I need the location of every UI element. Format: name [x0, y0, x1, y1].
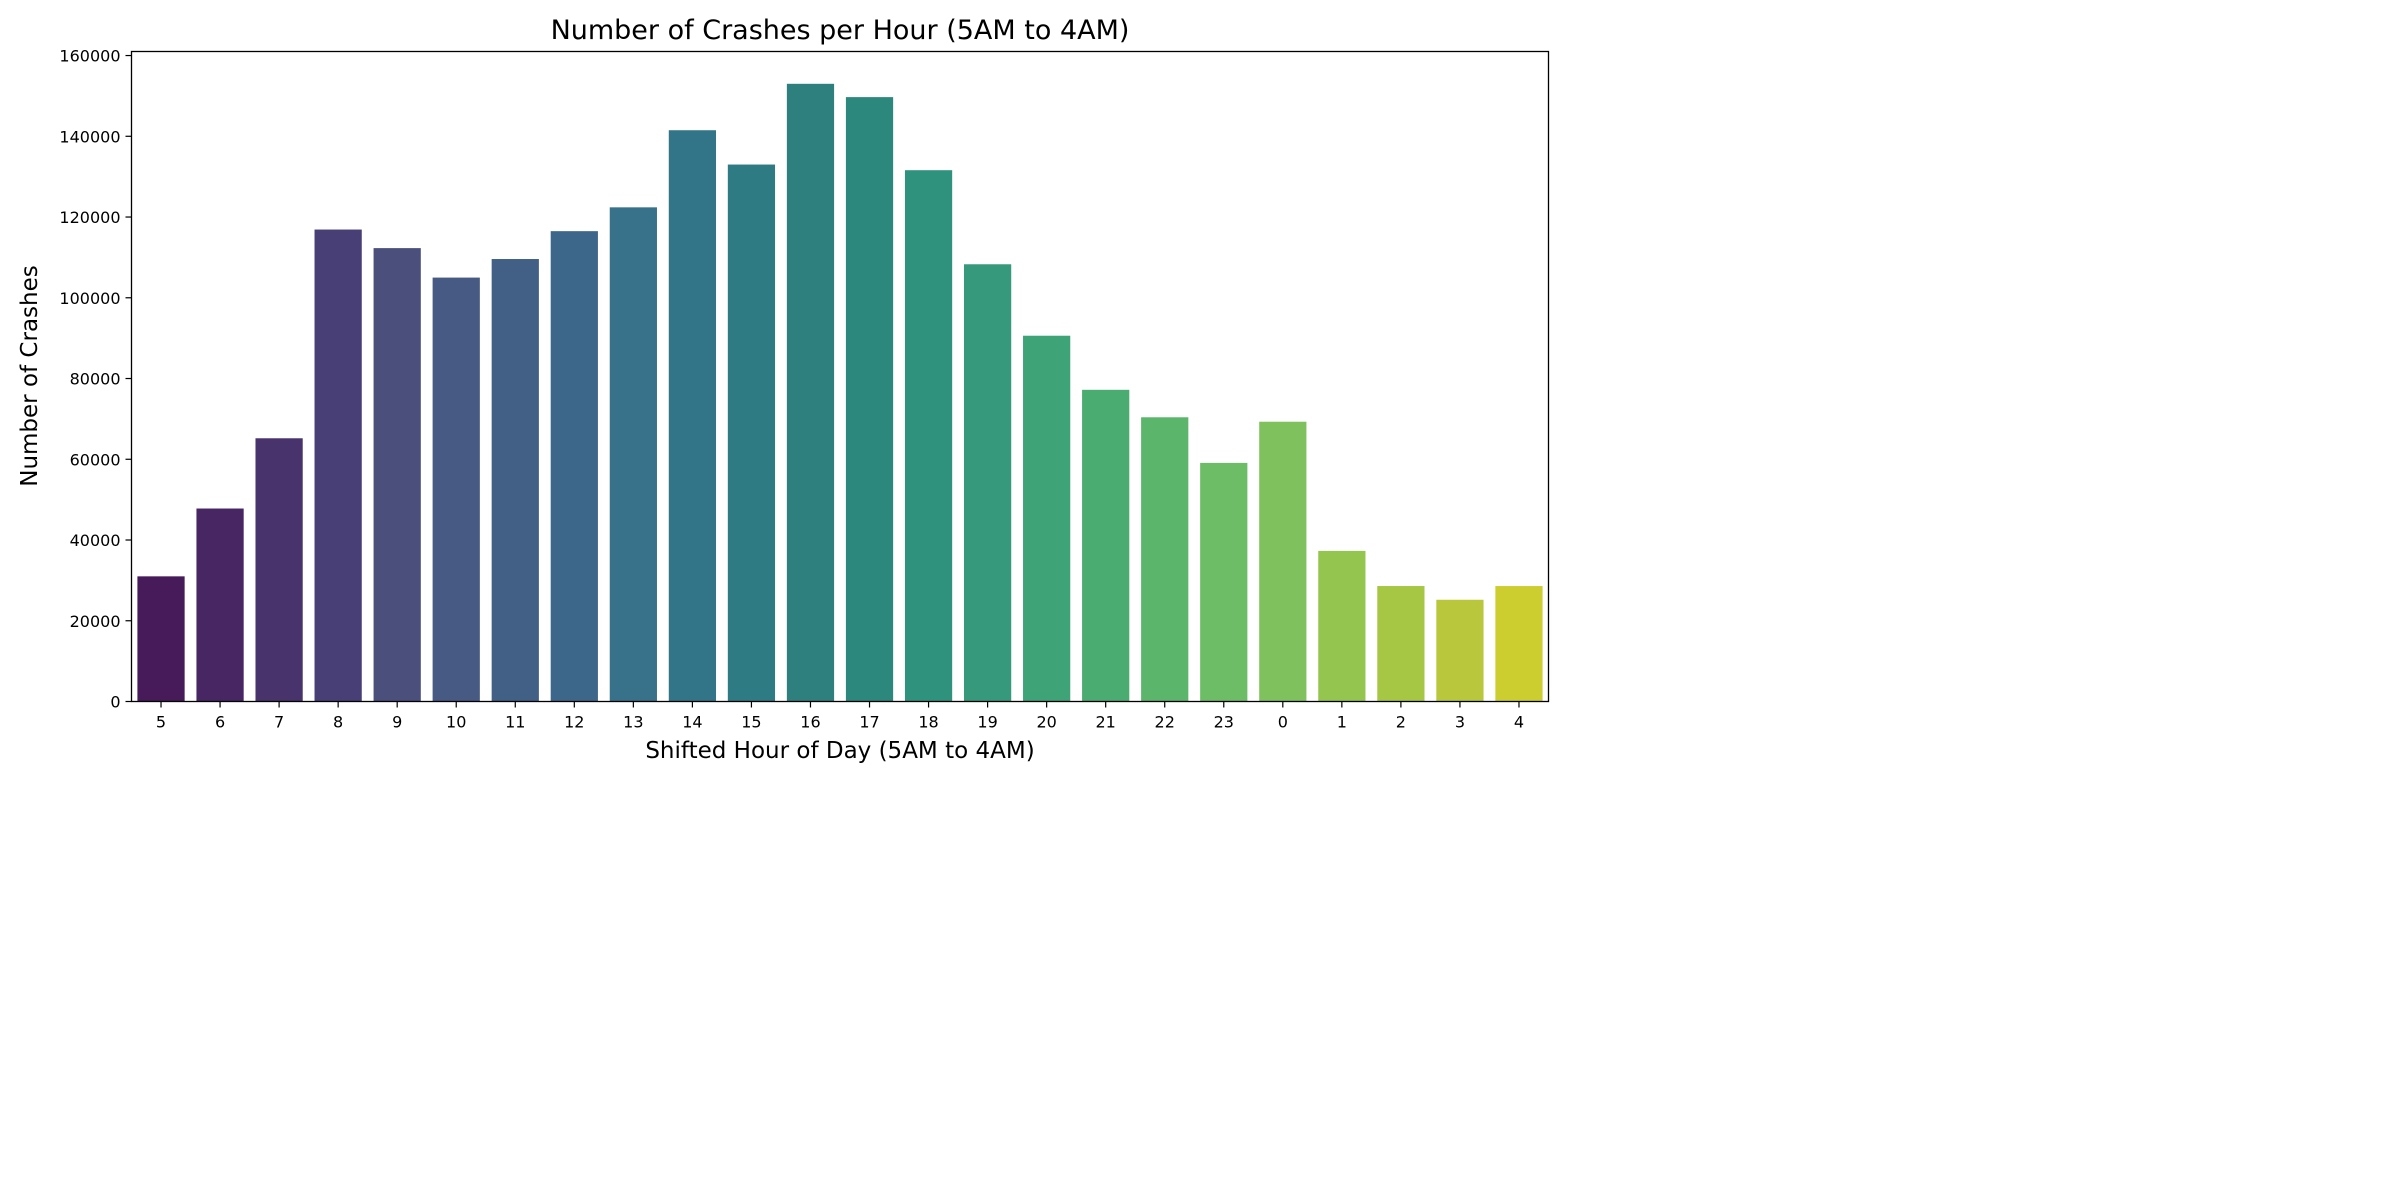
y-tick-label: 160000: [59, 47, 120, 66]
x-tick-label: 21: [1096, 713, 1116, 732]
x-tick-label: 16: [800, 713, 820, 732]
bar-hour-0: [1259, 421, 1307, 702]
x-tick-label: 8: [333, 713, 343, 732]
bars-group: [137, 83, 1543, 702]
x-tick-label: 19: [977, 713, 997, 732]
bar-hour-3: [1436, 599, 1484, 702]
plot-frame: [130, 50, 1550, 703]
y-tick-label: 120000: [59, 208, 120, 227]
y-tick-label: 40000: [70, 531, 121, 550]
bar-hour-14: [668, 130, 717, 702]
bar-hour-9: [373, 248, 421, 702]
y-tick-label: 20000: [70, 612, 121, 631]
x-tick-label: 7: [274, 713, 284, 732]
bar-hour-11: [491, 259, 539, 702]
x-tick-label: 15: [741, 713, 761, 732]
bar-hour-4: [1495, 586, 1543, 702]
bar-chart: Number of Crashes per Hour (5AM to 4AM) …: [17, 15, 1550, 764]
x-tick-label: 17: [859, 713, 879, 732]
bar-hour-1: [1318, 550, 1366, 702]
x-tick-label: 13: [623, 713, 643, 732]
x-tick-label: 4: [1514, 713, 1524, 732]
bar-hour-10: [432, 277, 480, 702]
bar-hour-23: [1200, 462, 1248, 702]
x-tick-label: 20: [1036, 713, 1056, 732]
x-tick-label: 2: [1396, 713, 1406, 732]
bar-hour-2: [1377, 586, 1425, 702]
x-tick-label: 9: [392, 713, 402, 732]
x-tick-label: 3: [1455, 713, 1465, 732]
y-tick-label: 0: [110, 693, 120, 712]
x-tick-label: 0: [1278, 713, 1288, 732]
bar-hour-12: [550, 231, 598, 702]
y-tick-label: 140000: [59, 127, 120, 146]
bar-hour-8: [314, 229, 362, 702]
bar-hour-19: [963, 264, 1012, 702]
y-axis-label: Number of Crashes: [17, 265, 43, 487]
bar-hour-5: [137, 576, 185, 702]
x-tick-label: 23: [1214, 713, 1234, 732]
bar-hour-18: [904, 170, 953, 702]
x-tick-label: 6: [215, 713, 225, 732]
chart-title: Number of Crashes per Hour (5AM to 4AM): [551, 15, 1130, 46]
bar-hour-17: [845, 97, 894, 702]
bar-hour-7: [255, 438, 303, 702]
x-tick-label: 18: [918, 713, 938, 732]
x-tick-label: 22: [1155, 713, 1175, 732]
x-tick-label: 5: [156, 713, 166, 732]
y-axis: 0 20000 40000 60000 80000 100000 120000 140000 1…: [59, 47, 132, 712]
x-axis: 5 6 7 8 9 10 11 12 13 14 15 16 17 18 19 20 21 22 23 0 1 2 3 4: [156, 701, 1524, 732]
x-tick-label: 1: [1337, 713, 1347, 732]
x-tick-label: 10: [446, 713, 466, 732]
y-tick-label: 80000: [70, 370, 121, 389]
x-tick-label: 11: [505, 713, 525, 732]
x-tick-label: 12: [564, 713, 584, 732]
bar-hour-21: [1082, 389, 1130, 702]
bar-hour-6: [196, 508, 244, 702]
x-axis-label: Shifted Hour of Day (5AM to 4AM): [645, 738, 1034, 764]
bar-hour-22: [1141, 417, 1189, 702]
bar-hour-16: [786, 83, 835, 702]
bar-hour-20: [1023, 335, 1071, 702]
y-tick-label: 60000: [70, 450, 121, 469]
bar-hour-13: [609, 207, 657, 702]
y-tick-label: 100000: [59, 289, 120, 308]
bar-hour-15: [727, 164, 776, 702]
x-tick-label: 14: [682, 713, 702, 732]
